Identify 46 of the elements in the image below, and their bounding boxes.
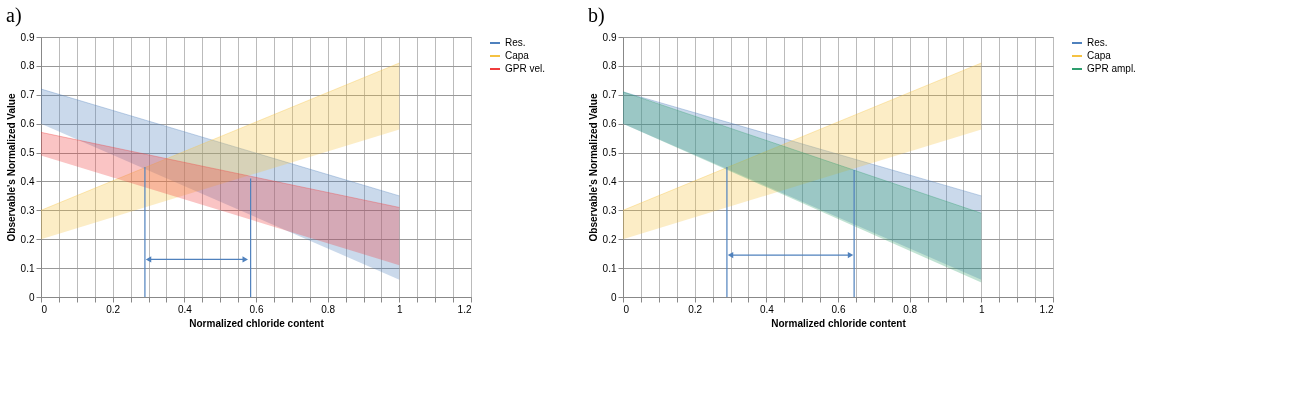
legend-label: GPR ampl. xyxy=(1087,63,1136,74)
y-tick-label: 0.6 xyxy=(20,118,35,130)
x-tick-label: 0.6 xyxy=(249,303,264,315)
y-tick-label: 0.9 xyxy=(602,31,617,43)
y-tick-label: 0.6 xyxy=(602,118,617,130)
y-tick-label: 0.2 xyxy=(20,233,35,245)
legend-label: Res. xyxy=(1087,37,1108,48)
y-tick-label: 0.5 xyxy=(20,147,35,159)
y-tick-label: 0 xyxy=(610,291,617,303)
y-tick-label: 0.8 xyxy=(602,60,617,72)
x-tick-label: 0.8 xyxy=(321,303,336,315)
legend-label: Res. xyxy=(505,37,526,48)
y-tick-label: 0.7 xyxy=(20,89,35,101)
y-tick-label: 0.8 xyxy=(20,60,35,72)
y-axis-title: Observable's Normalized Value xyxy=(5,93,17,242)
x-tick-label: 0.2 xyxy=(106,303,121,315)
y-tick-label: 0.3 xyxy=(602,204,617,216)
x-tick-label: 1.2 xyxy=(1039,303,1054,315)
y-tick-label: 0.9 xyxy=(20,31,35,43)
y-tick-label: 0.3 xyxy=(20,204,35,216)
x-tick-label: 1 xyxy=(397,303,404,315)
x-tick-label: 0.6 xyxy=(831,303,846,315)
legend-label: Capa xyxy=(505,50,530,61)
y-tick-label: 0.5 xyxy=(602,147,617,159)
x-tick-label: 0.4 xyxy=(759,303,775,315)
y-tick-label: 0.2 xyxy=(602,233,617,245)
x-tick-label: 1 xyxy=(979,303,986,315)
x-tick-label: 0.8 xyxy=(903,303,918,315)
y-tick-label: 0.1 xyxy=(20,262,35,274)
x-axis-title: Normalized chloride content xyxy=(189,317,325,329)
x-tick-label: 0.2 xyxy=(688,303,703,315)
x-tick-label: 0 xyxy=(623,303,630,315)
chart-title: b) xyxy=(588,4,605,27)
y-axis-title: Observable's Normalized Value xyxy=(587,93,599,242)
y-tick-label: 0.4 xyxy=(20,175,35,187)
x-tick-label: 0 xyxy=(41,303,48,315)
legend-label: GPR vel. xyxy=(505,63,546,74)
x-tick-label: 1.2 xyxy=(457,303,472,315)
legend-label: Capa xyxy=(1087,50,1112,61)
y-tick-label: 0 xyxy=(28,291,35,303)
x-tick-label: 0.4 xyxy=(177,303,193,315)
x-axis-title: Normalized chloride content xyxy=(771,317,907,329)
y-tick-label: 0.1 xyxy=(602,262,617,274)
y-tick-label: 0.7 xyxy=(602,89,617,101)
y-tick-label: 0.4 xyxy=(602,175,617,187)
chart-title: a) xyxy=(6,4,22,27)
